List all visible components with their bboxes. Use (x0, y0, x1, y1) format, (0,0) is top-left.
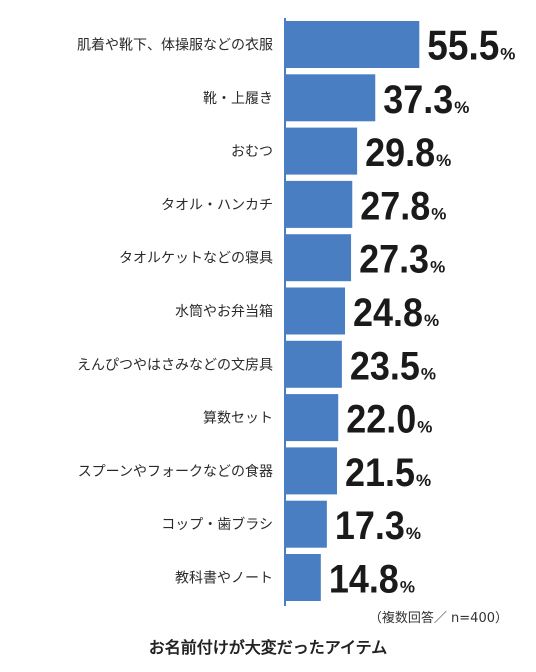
category-label: タオルケットなどの寝具 (119, 250, 273, 267)
category-label: 肌着や靴下、体操服などの衣服 (77, 38, 273, 54)
bar (285, 180, 353, 228)
chart-title: お名前付けが大変だったアイテム (148, 638, 388, 657)
bar (285, 447, 338, 495)
bar (285, 287, 346, 335)
chart-note: （複数回答／ n=400） (368, 611, 508, 626)
value-label: 27.8% (360, 184, 446, 228)
bar (285, 234, 352, 282)
value-label: 23.5% (350, 344, 436, 388)
category-label: おむつ (231, 144, 273, 160)
category-label: 水筒やお弁当箱 (175, 303, 273, 320)
value-label: 21.5% (345, 451, 431, 495)
value-label: 22.0% (346, 398, 432, 442)
value-label: 55.5% (427, 22, 515, 69)
bar (285, 21, 420, 68)
bar (285, 394, 339, 442)
bar (285, 127, 358, 175)
category-label: 教科書やノート (175, 571, 273, 587)
category-label: えんぴつやはさみなどの文房具 (77, 357, 273, 373)
bar (285, 340, 342, 388)
value-label: 14.8% (329, 558, 415, 602)
bar (285, 500, 327, 548)
category-label: コップ・歯ブラシ (161, 516, 273, 533)
value-label: 37.3% (383, 78, 469, 122)
category-label: 靴・上履き (203, 91, 273, 107)
category-label: 算数セット (203, 411, 273, 427)
category-label: タオル・ハンカチ (161, 197, 273, 213)
bar (285, 74, 376, 122)
category-label: スプーンやフォークなどの食器 (78, 463, 273, 480)
value-label: 27.3% (359, 238, 445, 282)
value-label: 29.8% (365, 131, 451, 175)
value-label: 24.8% (353, 291, 439, 335)
bar (285, 554, 321, 601)
value-label: 17.3% (335, 504, 421, 548)
